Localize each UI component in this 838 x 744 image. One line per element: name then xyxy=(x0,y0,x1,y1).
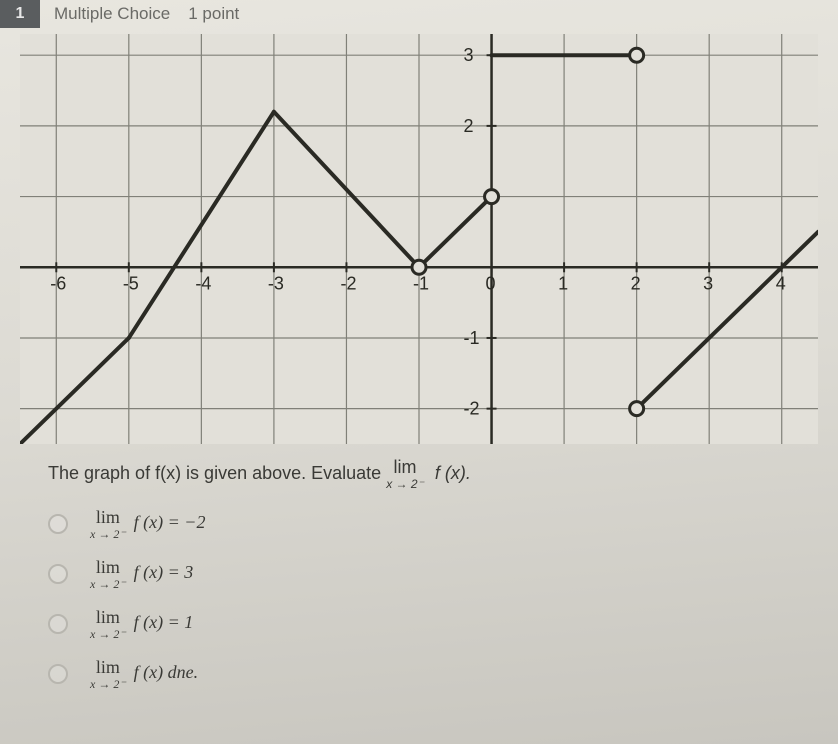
radio-button[interactable] xyxy=(48,514,68,534)
answer-options: limx → 2⁻f (x) = −2 limx → 2⁻f (x) = 3 lim… xyxy=(48,508,818,690)
option-expression: limx → 2⁻f (x) dne. xyxy=(90,658,198,690)
graph-container: -6 -5 -4 -3 -2 -1 0 1 2 3 4 -2 -1 2 3 xyxy=(20,34,818,444)
svg-text:2: 2 xyxy=(631,273,641,293)
radio-button[interactable] xyxy=(48,564,68,584)
answer-option-1[interactable]: limx → 2⁻f (x) = 3 xyxy=(48,558,818,590)
svg-text:-2: -2 xyxy=(464,399,480,419)
answer-option-3[interactable]: limx → 2⁻f (x) dne. xyxy=(48,658,818,690)
svg-text:-1: -1 xyxy=(413,273,429,293)
question-number-badge: 1 xyxy=(0,0,40,28)
svg-text:0: 0 xyxy=(486,273,496,293)
option-expression: limx → 2⁻f (x) = 1 xyxy=(90,608,193,640)
question-page: 1 Multiple Choice 1 point -6 -5 -4 -3 -2 -1 0 1… xyxy=(0,0,838,744)
svg-text:3: 3 xyxy=(464,45,474,65)
lim-sub: x → 2⁻ xyxy=(386,478,424,490)
svg-text:1: 1 xyxy=(558,273,568,293)
prompt-limit: lim x → 2⁻ xyxy=(386,458,424,490)
answer-option-2[interactable]: limx → 2⁻f (x) = 1 xyxy=(48,608,818,640)
question-type-label: Multiple Choice xyxy=(54,4,170,24)
svg-text:-3: -3 xyxy=(268,273,284,293)
function-graph: -6 -5 -4 -3 -2 -1 0 1 2 3 4 -2 -1 2 3 xyxy=(20,34,818,444)
prompt-text: The graph of f(x) is given above. Evalua… xyxy=(48,463,386,483)
option-expression: limx → 2⁻f (x) = −2 xyxy=(90,508,205,540)
svg-text:-5: -5 xyxy=(123,273,139,293)
svg-text:2: 2 xyxy=(464,116,474,136)
option-expression: limx → 2⁻f (x) = 3 xyxy=(90,558,193,590)
svg-text:4: 4 xyxy=(776,273,786,293)
question-points-label: 1 point xyxy=(188,4,239,24)
radio-button[interactable] xyxy=(48,664,68,684)
lim-word: lim xyxy=(386,458,424,476)
prompt-expr: f (x). xyxy=(435,463,471,483)
question-prompt: The graph of f(x) is given above. Evalua… xyxy=(48,458,818,490)
svg-text:3: 3 xyxy=(703,273,713,293)
question-header: 1 Multiple Choice 1 point xyxy=(0,0,838,28)
radio-button[interactable] xyxy=(48,614,68,634)
answer-option-0[interactable]: limx → 2⁻f (x) = −2 xyxy=(48,508,818,540)
svg-text:-6: -6 xyxy=(50,273,66,293)
svg-text:-1: -1 xyxy=(464,328,480,348)
svg-text:-2: -2 xyxy=(340,273,356,293)
svg-text:-4: -4 xyxy=(195,273,211,293)
